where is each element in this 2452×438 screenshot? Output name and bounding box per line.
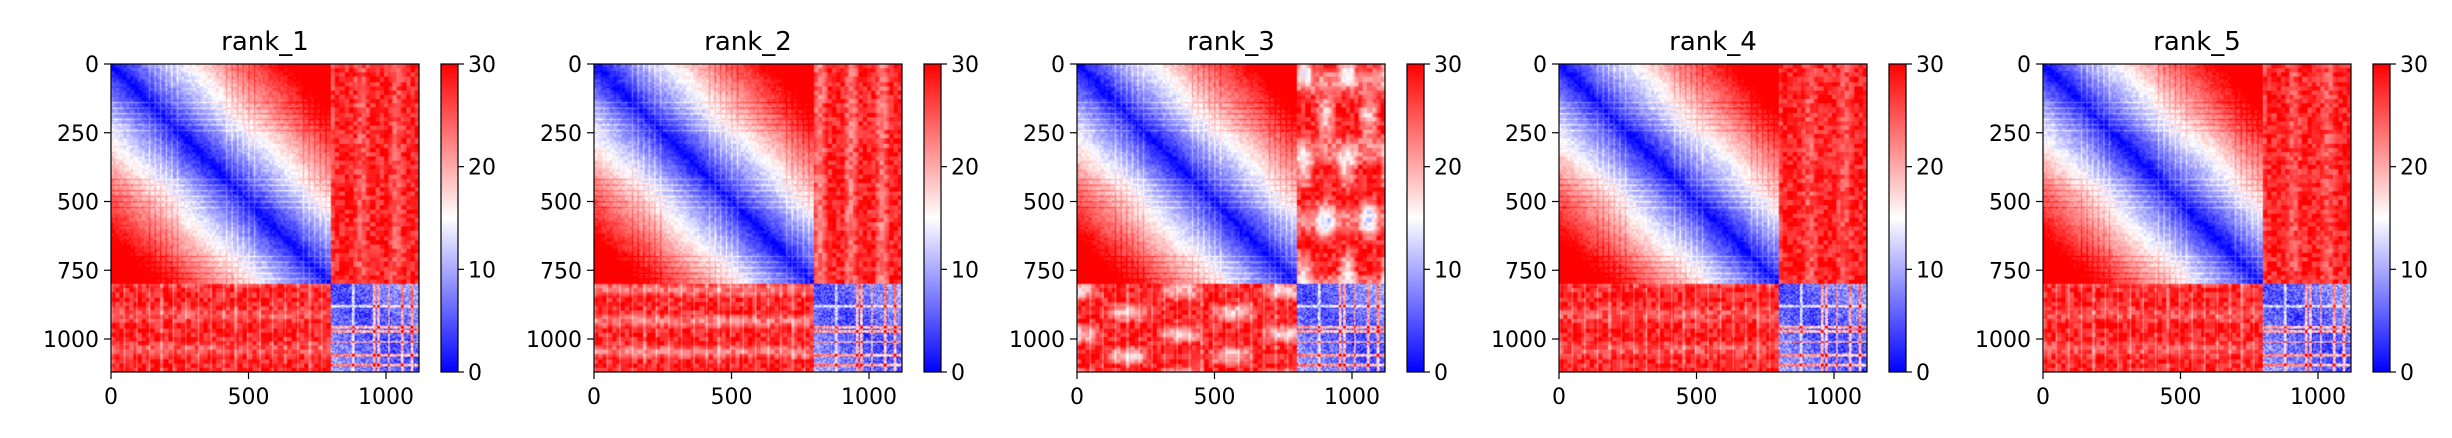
colorbar xyxy=(923,63,942,373)
panel-title: rank_4 xyxy=(1669,27,1757,57)
colorbar-tick-label: 0 xyxy=(468,361,482,386)
x-tick-label: 1000 xyxy=(2290,385,2346,410)
y-tick-label: 750 xyxy=(1989,259,2031,284)
y-tick-label: 500 xyxy=(57,191,99,216)
heatmap-image xyxy=(111,64,419,372)
heatmap-panel: rank_5 0 250 500 750 1000 0 500 1000 0 10 20 30 xyxy=(1975,27,2428,410)
colorbar-tick-label: 30 xyxy=(1916,53,1944,78)
x-tick-label: 0 xyxy=(1070,385,1084,410)
y-tick-label: 1000 xyxy=(1491,328,1547,353)
heatmap-panel: rank_4 0 250 500 750 1000 0 500 1000 0 10 20 30 xyxy=(1491,27,1944,410)
heatmap-image xyxy=(594,64,902,372)
colorbar-tick-label: 30 xyxy=(2400,53,2428,78)
y-tick-label: 750 xyxy=(57,259,99,284)
y-tick-label: 250 xyxy=(57,122,99,147)
colorbar xyxy=(440,63,459,373)
colorbar-tick-label: 20 xyxy=(2400,156,2428,181)
y-tick-label: 250 xyxy=(1023,122,1065,147)
colorbar-tick-label: 30 xyxy=(1434,53,1462,78)
y-tick-label: 500 xyxy=(1505,191,1547,216)
y-tick-label: 1000 xyxy=(1975,328,2031,353)
y-tick-label: 500 xyxy=(1023,191,1065,216)
colorbar-tick-label: 20 xyxy=(468,156,496,181)
heatmap-panel: rank_3 0 250 500 750 1000 0 500 1000 0 10 20 30 xyxy=(1009,27,1462,410)
y-tick-label: 500 xyxy=(1989,191,2031,216)
heatmap-panel: rank_2 0 250 500 750 1000 0 500 1000 0 10 20 30 xyxy=(526,27,979,410)
x-tick-label: 1000 xyxy=(841,385,897,410)
x-tick-label: 1000 xyxy=(358,385,414,410)
colorbar-tick-label: 10 xyxy=(1434,258,1462,283)
y-tick-label: 0 xyxy=(85,53,99,78)
y-tick-label: 0 xyxy=(1533,53,1547,78)
x-tick-label: 0 xyxy=(104,385,118,410)
x-tick-label: 0 xyxy=(1552,385,1566,410)
colorbar-tick-label: 20 xyxy=(1434,156,1462,181)
colorbar-tick-label: 20 xyxy=(951,156,979,181)
x-tick-label: 500 xyxy=(2160,385,2202,410)
x-tick-label: 500 xyxy=(1676,385,1718,410)
colorbar-tick-label: 10 xyxy=(2400,258,2428,283)
x-tick-label: 1000 xyxy=(1806,385,1862,410)
heatmap-image xyxy=(1559,64,1867,372)
colorbar-tick-label: 10 xyxy=(1916,258,1944,283)
colorbar xyxy=(2372,63,2391,373)
heatmap-panel: rank_1 0 250 500 750 1000 0 500 1000 0 10 20 30 xyxy=(43,27,496,410)
y-tick-label: 0 xyxy=(1051,53,1065,78)
y-tick-label: 750 xyxy=(540,259,582,284)
colorbar xyxy=(1406,63,1425,373)
panel-title: rank_2 xyxy=(704,27,792,57)
colorbar-tick-label: 0 xyxy=(2400,361,2414,386)
x-tick-label: 0 xyxy=(587,385,601,410)
y-tick-label: 1000 xyxy=(526,328,582,353)
y-tick-label: 250 xyxy=(540,122,582,147)
colorbar-tick-label: 0 xyxy=(1434,361,1448,386)
y-tick-label: 0 xyxy=(568,53,582,78)
axes-frame xyxy=(110,63,420,373)
colorbar-tick-label: 30 xyxy=(951,53,979,78)
colorbar-tick-label: 20 xyxy=(1916,156,1944,181)
colorbar-tick-label: 30 xyxy=(468,53,496,78)
y-tick-label: 1000 xyxy=(43,328,99,353)
y-tick-label: 250 xyxy=(1989,122,2031,147)
colorbar xyxy=(1888,63,1907,373)
x-tick-label: 500 xyxy=(711,385,753,410)
panel-title: rank_5 xyxy=(2153,27,2241,57)
x-tick-label: 500 xyxy=(228,385,270,410)
axes-frame xyxy=(593,63,903,373)
panel-title: rank_3 xyxy=(1187,27,1275,57)
colorbar-tick-label: 0 xyxy=(1916,361,1930,386)
y-tick-label: 250 xyxy=(1505,122,1547,147)
x-tick-label: 500 xyxy=(1194,385,1236,410)
panel-title: rank_1 xyxy=(221,27,309,57)
colorbar-tick-label: 0 xyxy=(951,361,965,386)
axes-frame xyxy=(1076,63,1386,373)
colorbar-tick-label: 10 xyxy=(468,258,496,283)
x-tick-label: 0 xyxy=(2036,385,2050,410)
heatmap-image xyxy=(1077,64,1385,372)
colorbar-tick-label: 10 xyxy=(951,258,979,283)
y-tick-label: 750 xyxy=(1023,259,1065,284)
y-tick-label: 1000 xyxy=(1009,328,1065,353)
y-tick-label: 500 xyxy=(540,191,582,216)
axes-frame xyxy=(1558,63,1868,373)
x-tick-label: 1000 xyxy=(1324,385,1380,410)
y-tick-label: 750 xyxy=(1505,259,1547,284)
y-tick-label: 0 xyxy=(2017,53,2031,78)
axes-frame xyxy=(2042,63,2352,373)
heatmap-image xyxy=(2043,64,2351,372)
